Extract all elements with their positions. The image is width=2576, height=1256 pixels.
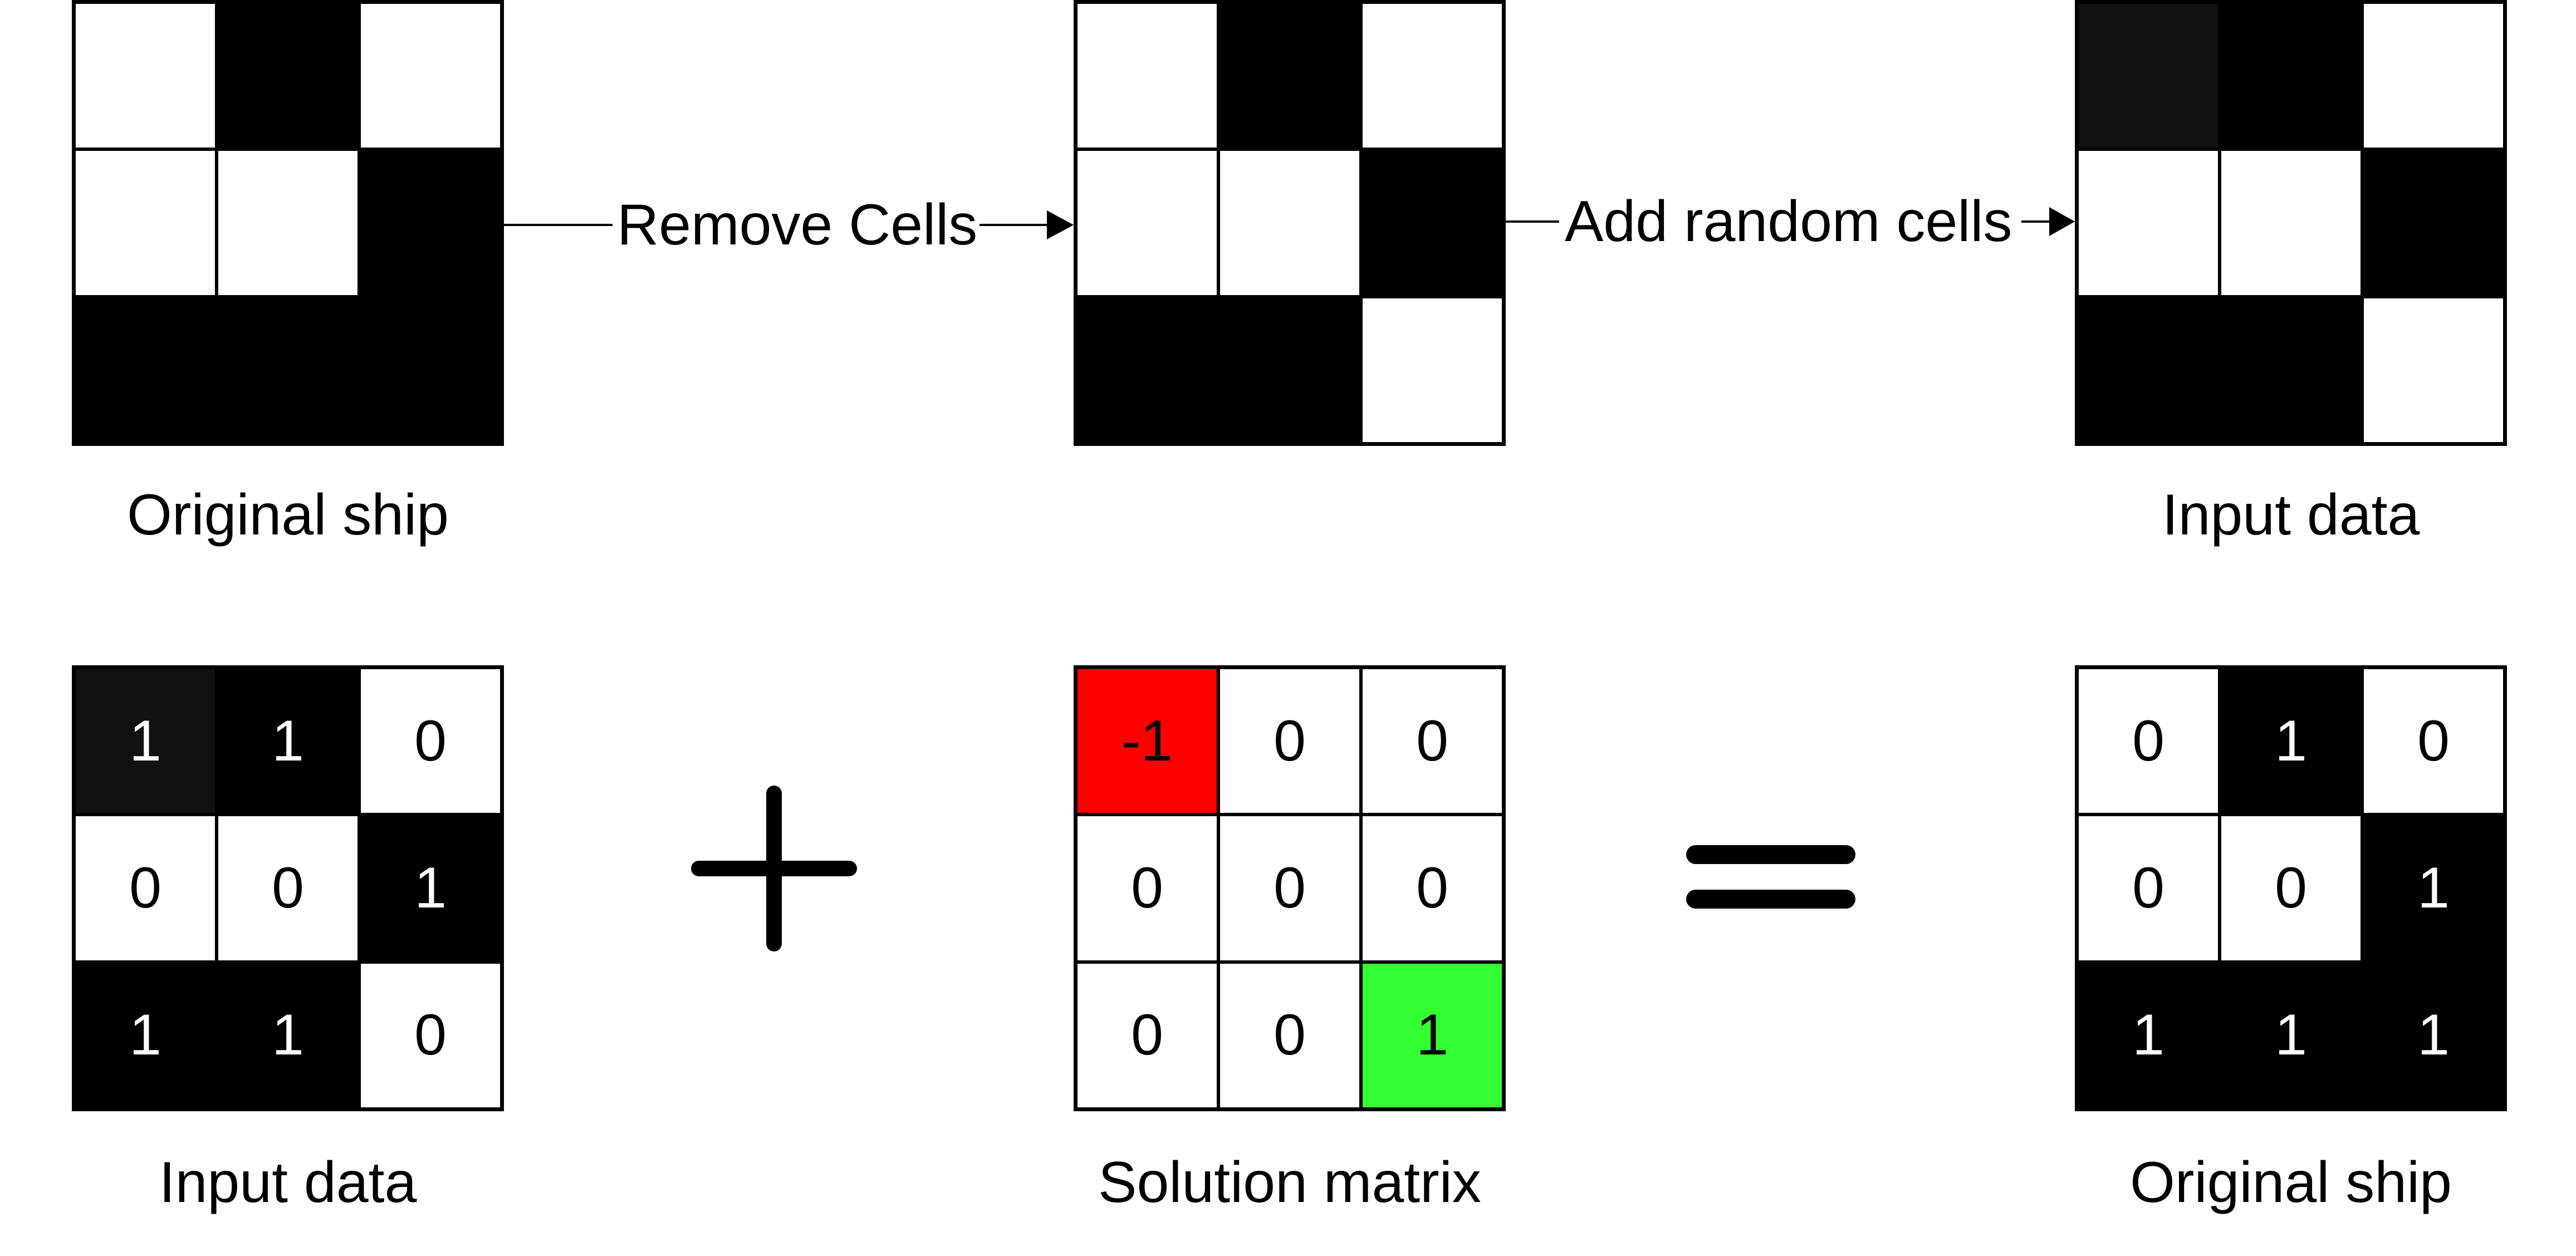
grid-cell: 0: [1361, 668, 1504, 815]
grid-cell: 0: [217, 815, 359, 962]
grid-cell: [74, 296, 217, 444]
grid-cell: 0: [2077, 815, 2220, 962]
grid-cell: 1: [2220, 961, 2362, 1109]
remove-cells-arrow: [504, 210, 1074, 239]
grid-cell: 1: [359, 815, 502, 962]
grid-cell: [359, 296, 502, 444]
grid-cell: [217, 149, 359, 297]
plus-icon: [691, 786, 857, 951]
input-data-bottom-caption: Input data: [159, 1150, 417, 1215]
grid-cell: 0: [359, 961, 502, 1109]
grid-cell: [74, 2, 217, 150]
input-data-top-grid: [2075, 0, 2507, 446]
grid-cell: 0: [1218, 668, 1361, 815]
grid-cell: [2220, 2, 2362, 150]
grid-cell: [1218, 2, 1361, 150]
grid-cell: 0: [1076, 961, 1218, 1109]
grid-cell: [359, 2, 502, 150]
equals-icon: [1686, 845, 1855, 909]
grid-cell: [74, 149, 217, 297]
removed-cells-grid: [1074, 0, 1506, 446]
grid-cell: 1: [217, 961, 359, 1109]
grid-cell: [2362, 149, 2505, 297]
grid-cell: 1: [74, 668, 217, 815]
grid-cell: [1218, 296, 1361, 444]
original-ship-top-caption: Original ship: [126, 483, 449, 547]
grid-cell: 1: [2362, 961, 2505, 1109]
grid-cell: 0: [74, 815, 217, 962]
original-ship-bottom-caption: Original ship: [2129, 1150, 2452, 1215]
grid-cell: 0: [1218, 815, 1361, 962]
grid-cell: 1: [2362, 815, 2505, 962]
grid-cell: 1: [2077, 961, 2220, 1109]
grid-cell: 1: [74, 961, 217, 1109]
grid-cell: [217, 2, 359, 150]
grid-cell: [2362, 296, 2505, 444]
grid-cell: 0: [2220, 815, 2362, 962]
grid-cell: [2077, 2, 2220, 150]
grid-cell: 0: [2077, 668, 2220, 815]
grid-cell: -1: [1076, 668, 1218, 815]
grid-cell: 0: [2362, 668, 2505, 815]
grid-cell: 0: [1361, 815, 1504, 962]
grid-cell: [1361, 296, 1504, 444]
input-data-top-caption: Input data: [2162, 483, 2420, 547]
grid-cell: [1076, 2, 1218, 150]
grid-cell: [1218, 149, 1361, 297]
solution-matrix-grid: -1 0 0 0 0 0 0 0 1: [1074, 665, 1506, 1111]
grid-cell: 1: [1361, 961, 1504, 1109]
grid-cell: [217, 296, 359, 444]
grid-cell: [1076, 149, 1218, 297]
grid-cell: [2220, 149, 2362, 297]
solution-matrix-caption: Solution matrix: [1098, 1150, 1481, 1215]
grid-cell: 1: [2220, 668, 2362, 815]
grid-cell: [1361, 2, 1504, 150]
grid-cell: [2077, 149, 2220, 297]
grid-cell: 1: [217, 668, 359, 815]
grid-cell: [2077, 296, 2220, 444]
add-random-cells-label: Add random cells: [1563, 193, 2015, 251]
original-ship-top-grid: [72, 0, 504, 446]
grid-cell: 0: [1076, 815, 1218, 962]
grid-cell: [1361, 149, 1504, 297]
grid-cell: 0: [1218, 961, 1361, 1109]
remove-cells-label: Remove Cells: [615, 196, 980, 254]
grid-cell: [2362, 2, 2505, 150]
grid-cell: [359, 149, 502, 297]
grid-cell: [2220, 296, 2362, 444]
grid-cell: 0: [359, 668, 502, 815]
grid-cell: [1076, 296, 1218, 444]
add-random-cells-arrow: [1506, 207, 2075, 236]
